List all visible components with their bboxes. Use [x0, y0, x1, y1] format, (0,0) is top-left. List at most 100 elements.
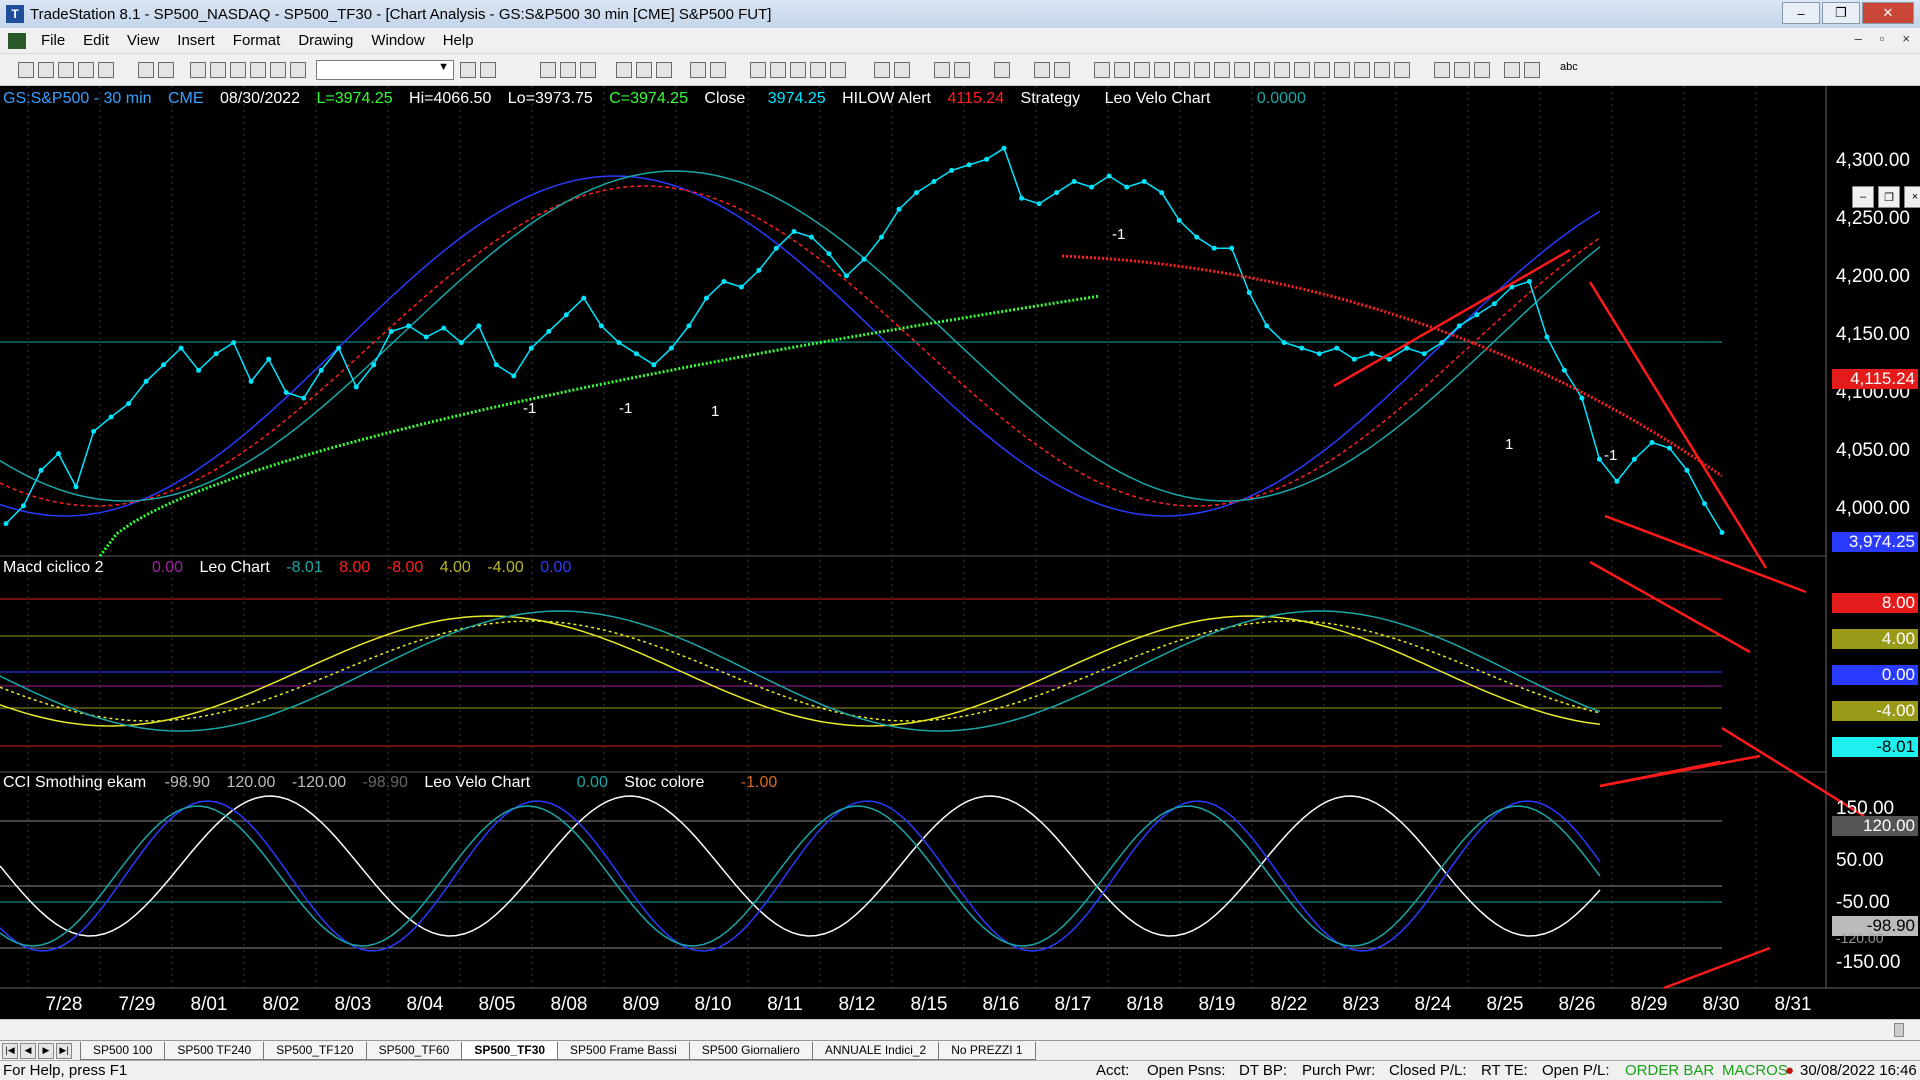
zoom-in-icon[interactable] [874, 62, 890, 78]
price-point [546, 328, 552, 334]
arrow-right-icon[interactable] [460, 62, 476, 78]
copy-icon[interactable] [78, 62, 94, 78]
tab-first-button[interactable]: |◀ [2, 1042, 18, 1059]
arc-icon[interactable] [1274, 62, 1290, 78]
horizontal-line-icon[interactable] [1114, 62, 1130, 78]
arrow-up-blue-icon[interactable] [1474, 62, 1490, 78]
trendline-icon[interactable] [1094, 62, 1110, 78]
mdi-minimize-button[interactable]: – [1854, 31, 1862, 46]
menu-drawing[interactable]: Drawing [298, 32, 354, 49]
mdi-close-button[interactable]: × [1902, 31, 1910, 46]
mdi-restore-button[interactable]: ▫ [1879, 31, 1885, 46]
order-bar-button[interactable]: ORDER BAR [1625, 1062, 1715, 1079]
open-icon[interactable] [38, 62, 54, 78]
tab-sp500-100[interactable]: SP500 100 [80, 1041, 166, 1060]
strategy-insert-icon[interactable] [710, 62, 726, 78]
chart-area[interactable]: GS:S&P500 - 30 min CME 08/30/2022 L=3974… [0, 86, 1920, 1022]
freehand-icon[interactable] [1394, 62, 1410, 78]
channel-icon[interactable] [1154, 62, 1170, 78]
close-button[interactable]: ✕ [1862, 2, 1914, 24]
price-point [563, 312, 569, 318]
scanner-icon[interactable] [270, 62, 286, 78]
price-point [1421, 351, 1427, 357]
bar-chart-icon[interactable] [616, 62, 632, 78]
tab-sp500-tf120[interactable]: SP500_TF120 [263, 1041, 367, 1060]
text-tool[interactable]: abc [1560, 61, 1578, 73]
tab-sp500-tf240[interactable]: SP500 TF240 [164, 1041, 265, 1060]
tab-sp500-frame-bassi[interactable]: SP500 Frame Bassi [557, 1041, 690, 1060]
macro-icon[interactable] [1034, 62, 1050, 78]
arrow-up-icon[interactable] [1434, 62, 1450, 78]
rectangle-icon[interactable] [1524, 62, 1540, 78]
select-icon[interactable] [954, 62, 970, 78]
depth-icon[interactable] [810, 62, 826, 78]
bars-icon[interactable] [750, 62, 766, 78]
tab-prev-button[interactable]: ◀ [20, 1042, 36, 1059]
menu-insert[interactable]: Insert [177, 32, 215, 49]
fibonacci-icon[interactable] [1174, 62, 1190, 78]
document-icon[interactable] [8, 32, 26, 49]
ellipse-icon[interactable] [1504, 62, 1520, 78]
chart-canvas[interactable] [0, 86, 1920, 1022]
maximize-button[interactable]: ❐ [1822, 2, 1860, 24]
time-zone-icon[interactable] [1314, 62, 1330, 78]
candle-icon[interactable] [656, 62, 672, 78]
vertical-line-icon[interactable] [1134, 62, 1150, 78]
chart-icon[interactable] [540, 62, 556, 78]
macros-button[interactable]: MACROS [1722, 1062, 1788, 1079]
tab-annuale-indici-2[interactable]: ANNUALE Indici_2 [811, 1041, 940, 1060]
menu-view[interactable]: View [127, 32, 160, 49]
indicator-icon[interactable] [690, 62, 706, 78]
scrollbar-thumb[interactable] [1894, 1023, 1904, 1037]
save-icon[interactable] [58, 62, 74, 78]
volume-icon[interactable] [770, 62, 786, 78]
curve-icon[interactable] [1354, 62, 1370, 78]
tab-no-prezzi-1[interactable]: No PREZZI 1 [938, 1041, 1036, 1060]
pointer-icon[interactable] [934, 62, 950, 78]
regression-icon[interactable] [1254, 62, 1270, 78]
panel-close-button[interactable]: × [1904, 186, 1920, 208]
speed-line-icon[interactable] [1194, 62, 1210, 78]
paste-icon[interactable] [98, 62, 114, 78]
horizontal-scrollbar[interactable] [0, 1019, 1920, 1039]
andrews-pitchfork-icon[interactable] [1234, 62, 1250, 78]
tools-icon[interactable] [994, 62, 1010, 78]
tab-next-button[interactable]: ▶ [38, 1042, 54, 1059]
menu-window[interactable]: Window [371, 32, 425, 49]
radar-icon[interactable] [580, 62, 596, 78]
new-icon[interactable] [18, 62, 34, 78]
print-preview-icon[interactable] [158, 62, 174, 78]
cycle-icon[interactable] [1294, 62, 1310, 78]
panel-minimize-button[interactable]: – [1852, 186, 1874, 208]
menu-edit[interactable]: Edit [83, 32, 110, 49]
tab-sp500-giornaliero[interactable]: SP500 Giornaliero [688, 1041, 813, 1060]
zoom-out-icon[interactable] [894, 62, 910, 78]
menu-file[interactable]: File [41, 32, 66, 49]
menu-format[interactable]: Format [232, 32, 281, 49]
tab-sp500-tf30[interactable]: SP500_TF30 [461, 1041, 559, 1060]
scroll-icon[interactable] [830, 62, 846, 78]
parallel-icon[interactable] [1374, 62, 1390, 78]
workspace-icon[interactable] [230, 62, 246, 78]
menu-help[interactable]: Help [442, 32, 474, 49]
strategy-icon[interactable] [290, 62, 306, 78]
arrow-down-icon[interactable] [1454, 62, 1470, 78]
alert-icon[interactable] [1054, 62, 1070, 78]
date-tick: 8/15 [910, 994, 948, 1015]
gann-fan-icon[interactable] [1214, 62, 1230, 78]
table-icon[interactable] [560, 62, 576, 78]
panel-restore-button[interactable]: ❐ [1878, 186, 1900, 208]
print-icon[interactable] [138, 62, 154, 78]
grid-icon[interactable] [250, 62, 266, 78]
tab-last-button[interactable]: ▶| [56, 1042, 72, 1059]
tab-sp500-tf60[interactable]: SP500_TF60 [365, 1041, 463, 1060]
window-icon[interactable] [190, 62, 206, 78]
options-icon[interactable] [790, 62, 806, 78]
find-icon[interactable] [480, 62, 496, 78]
layout-icon[interactable] [210, 62, 226, 78]
cci-axis-150: 150.00 [1836, 798, 1895, 819]
line-chart-icon[interactable] [636, 62, 652, 78]
minimize-button[interactable]: – [1782, 2, 1820, 24]
fib-extension-icon[interactable] [1334, 62, 1350, 78]
symbol-combo[interactable]: ▼ [316, 60, 454, 80]
